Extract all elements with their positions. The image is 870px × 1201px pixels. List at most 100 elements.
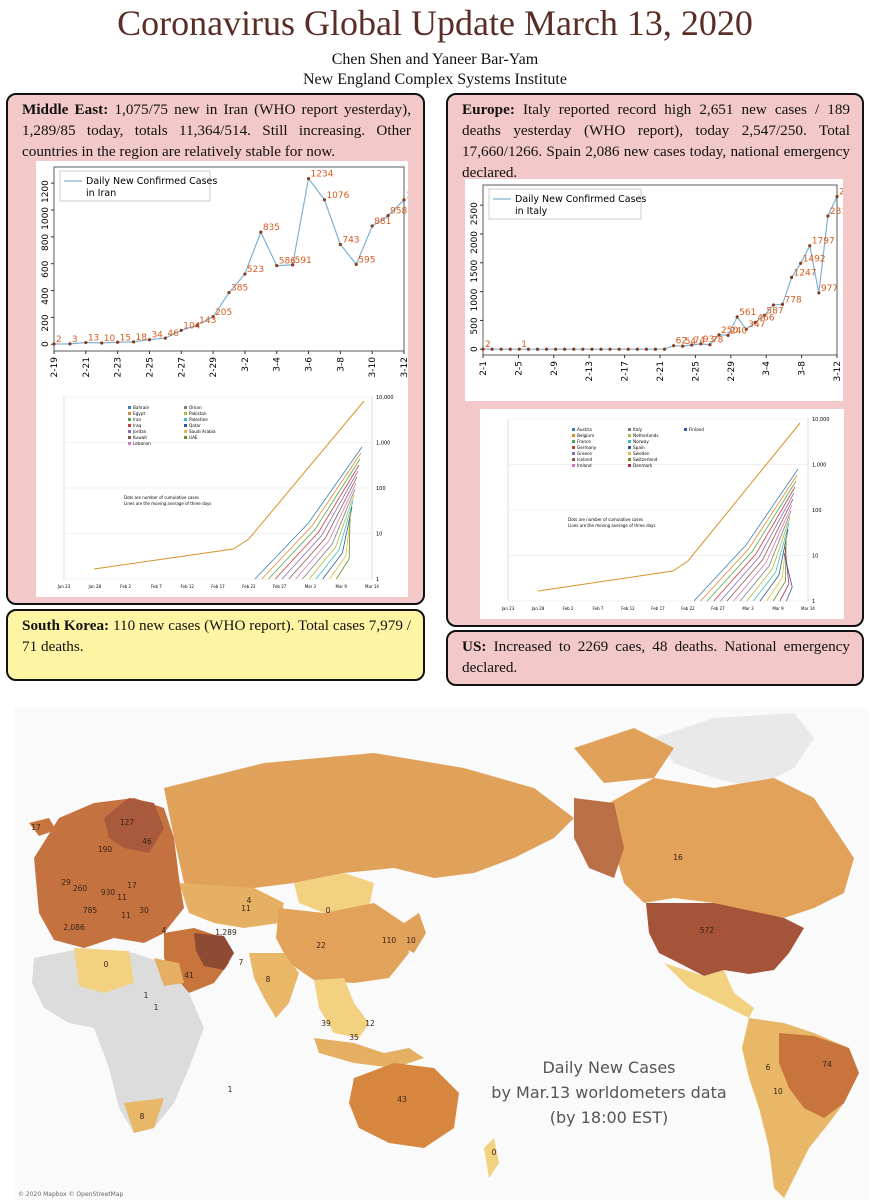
x-tick-label: 2-13 (585, 361, 595, 381)
series-line (315, 500, 354, 580)
x-tick-label: 2-27 (177, 357, 187, 377)
data-label: 835 (263, 223, 280, 233)
data-point (481, 347, 485, 351)
legend-label: Finland (689, 427, 704, 432)
data-point (608, 347, 612, 351)
data-point (599, 347, 603, 351)
data-point (653, 347, 658, 351)
legend-swatch (184, 418, 187, 421)
data-point (744, 327, 748, 331)
map-value-label: 0 (326, 906, 331, 915)
data-point (635, 347, 639, 351)
chart-note-1: Dots are number of cumulative cases (124, 495, 199, 500)
data-label: 104 (183, 321, 200, 331)
x-tick-label: 2-17 (621, 361, 631, 381)
chart-note-2: Lines are the moving average of three da… (124, 501, 212, 506)
middle-east-text: Middle East: 1,075/75 new in Iran (WHO r… (22, 99, 411, 162)
series-line (759, 528, 789, 602)
europe-cumulative-chart: 10,000 1,000 100 10 1 Jan 23 Jan 28 Feb 2 Feb 7 F… (501, 417, 830, 611)
data-label: 1076 (326, 191, 349, 201)
series-line (720, 492, 795, 602)
legend-swatch (628, 440, 631, 443)
data-label: 347 (748, 320, 765, 330)
data-point (762, 313, 766, 318)
map-value-label: 11 (241, 904, 251, 913)
map-value-label: 17 (31, 823, 41, 832)
data-label: 591 (295, 256, 312, 266)
legend-label: Iran (133, 417, 142, 422)
map-credit: © 2020 Mapbox © OpenStreetMap (18, 1191, 124, 1198)
x-tick-label: 2-9 (550, 361, 560, 376)
data-label: 34 (151, 331, 163, 341)
x-tick-label: 2-25 (691, 361, 701, 381)
legend-swatch (572, 428, 575, 431)
right-tick-label: 10 (812, 554, 818, 560)
series-line (706, 480, 797, 602)
data-point (147, 338, 152, 342)
data-label: 62 (676, 337, 687, 347)
data-label: 466 (757, 313, 774, 323)
map-value-label: 41 (184, 971, 194, 980)
south-korea-body: 110 new cases (WHO report). Total cases … (22, 617, 411, 655)
y-tick-label: 500 (470, 317, 480, 334)
x-tick-label: 2-21 (82, 357, 92, 377)
map-title-line1: Daily New Cases (542, 1058, 675, 1077)
data-point (835, 194, 839, 199)
y-tick-label: 1500 (470, 260, 480, 283)
legend-swatch (628, 446, 631, 449)
southeast-asia-shape (314, 978, 369, 1038)
map-value-label: 8 (140, 1112, 145, 1121)
x-tick-label: Feb 12 (180, 584, 194, 589)
legend-label: France (577, 439, 591, 444)
legend-label: Oman (189, 405, 202, 410)
x-tick-label: 2-23 (114, 357, 124, 377)
data-point (259, 230, 263, 234)
iceland-shape (29, 818, 56, 836)
plot-frame (53, 166, 405, 352)
middle-east-panel: Middle East: 1,075/75 new in Iran (WHO r… (6, 93, 429, 605)
data-point (499, 347, 503, 351)
right-tick-label: 1 (376, 577, 379, 583)
map-value-label: 930 (101, 888, 116, 897)
x-tick-label: Mar 14 (365, 584, 379, 589)
mexico-shape (664, 963, 754, 1018)
legend-label: Netherlands (633, 433, 659, 438)
data-point (227, 290, 231, 295)
europe-text: Europe: Italy reported record high 2,651… (462, 99, 850, 183)
map-value-label: 17 (127, 881, 137, 890)
data-label: 18 (136, 333, 148, 343)
map-value-label: 16 (673, 853, 683, 862)
data-label: 2 (56, 335, 62, 345)
data-label: 586 (279, 257, 296, 267)
series-line (746, 516, 791, 602)
data-label: 778 (785, 295, 802, 305)
map-value-label: 8 (266, 975, 271, 984)
data-point (370, 224, 374, 228)
data-point (708, 343, 712, 347)
legend-box (59, 170, 211, 202)
us-text: US: Increased to 2269 caes, 48 deaths. N… (462, 636, 850, 678)
data-label: 595 (358, 255, 375, 265)
data-point (681, 344, 685, 348)
legend-swatch (184, 430, 187, 433)
data-label: 523 (247, 265, 264, 275)
legend-swatch (628, 458, 631, 461)
map-value-label: 785 (83, 906, 98, 915)
x-tick-label: 2-29 (727, 361, 737, 382)
data-label: 250 (721, 326, 738, 336)
map-value-label: 39 (321, 1019, 331, 1028)
legend-label: Saudi Arabia (189, 429, 216, 434)
legend-label: Qatar (189, 423, 201, 428)
japan-shape (404, 913, 426, 953)
russia-shape (164, 753, 574, 893)
x-tick-label: 3-8 (798, 361, 808, 376)
africa-shape (32, 948, 204, 1133)
series-line (322, 506, 353, 580)
legend-swatch (184, 406, 187, 409)
legend-label: Switzerland (633, 457, 658, 462)
data-point (508, 347, 512, 351)
data-point (322, 198, 327, 202)
map-value-label: 6 (766, 1063, 771, 1072)
legend-swatch (572, 464, 575, 467)
legend-label: Egypt (133, 411, 145, 416)
